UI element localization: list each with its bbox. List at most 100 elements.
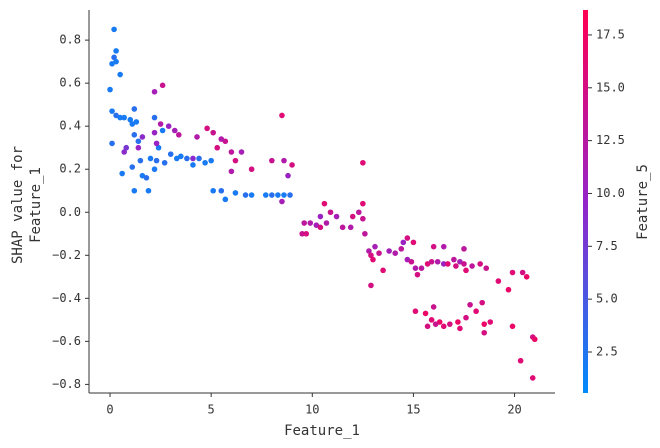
point xyxy=(242,192,249,198)
colorbar-tick-label: 2.5 xyxy=(596,344,618,358)
point xyxy=(356,209,362,216)
point xyxy=(157,121,164,127)
point xyxy=(386,248,392,254)
y-tick-label: −0.8 xyxy=(52,377,81,391)
point xyxy=(171,127,178,134)
point xyxy=(509,323,516,330)
y-axis-label: SHAP value for xyxy=(10,146,26,264)
point xyxy=(457,325,463,332)
point xyxy=(469,263,475,269)
point xyxy=(400,239,407,246)
point xyxy=(505,286,512,293)
point xyxy=(196,155,202,162)
point xyxy=(176,131,182,138)
colorbar-tick-label: 15.0 xyxy=(596,80,625,94)
point xyxy=(285,172,291,179)
y-axis-label-group: SHAP value for Feature_1 xyxy=(10,146,44,264)
point xyxy=(412,308,419,315)
point xyxy=(447,321,453,327)
point xyxy=(279,198,285,205)
point xyxy=(463,314,469,321)
point xyxy=(428,258,435,265)
point xyxy=(204,125,210,132)
point xyxy=(303,230,310,237)
point xyxy=(109,140,115,147)
point xyxy=(517,357,524,364)
point xyxy=(107,86,113,93)
point xyxy=(121,114,127,121)
point xyxy=(279,112,285,119)
point xyxy=(428,317,435,323)
point xyxy=(151,114,158,121)
point xyxy=(127,116,134,123)
point xyxy=(360,200,366,207)
colorbar-label: Feature_5 xyxy=(635,164,651,240)
point xyxy=(210,129,216,136)
point xyxy=(129,164,136,170)
point xyxy=(208,157,214,164)
point xyxy=(531,336,538,343)
point xyxy=(412,265,419,272)
point xyxy=(289,162,295,168)
point xyxy=(137,157,144,164)
y-tick-label: 0.6 xyxy=(59,76,81,90)
point xyxy=(190,155,196,162)
point xyxy=(232,190,239,196)
colorbar xyxy=(583,10,588,393)
point xyxy=(339,224,346,231)
y-tick-label: 0.4 xyxy=(59,119,81,133)
point xyxy=(481,321,488,327)
x-axis-label: Feature_1 xyxy=(284,423,360,439)
point xyxy=(218,136,225,142)
point xyxy=(327,209,334,216)
point xyxy=(519,269,526,276)
point xyxy=(509,269,516,276)
point xyxy=(153,140,160,147)
point xyxy=(232,157,239,164)
point xyxy=(143,175,150,181)
point xyxy=(228,168,235,175)
point xyxy=(414,271,421,278)
point xyxy=(410,239,417,246)
colorbar-label-group: Feature_5 xyxy=(635,164,651,240)
point xyxy=(473,308,479,315)
point xyxy=(317,224,324,231)
y-tick-label: 0.8 xyxy=(59,33,81,47)
colorbar-tick-label: 12.5 xyxy=(596,133,625,147)
point xyxy=(299,230,305,237)
point xyxy=(408,258,415,265)
point xyxy=(461,246,467,252)
point xyxy=(430,304,437,310)
y-axis-label: Feature_1 xyxy=(28,167,44,243)
point xyxy=(307,220,314,226)
y-tick-label: −0.6 xyxy=(52,334,81,348)
point xyxy=(455,319,461,325)
point xyxy=(131,187,138,194)
point xyxy=(479,299,485,306)
x-tick-label: 5 xyxy=(208,403,215,417)
point xyxy=(370,256,376,263)
point xyxy=(424,323,431,330)
point xyxy=(117,71,123,78)
point xyxy=(317,213,324,220)
point xyxy=(495,278,502,284)
point xyxy=(131,131,138,138)
colorbar-tick-label: 7.5 xyxy=(596,239,618,253)
point xyxy=(262,192,269,198)
point xyxy=(194,134,200,140)
point xyxy=(418,265,425,272)
point xyxy=(119,170,125,177)
point xyxy=(139,134,146,140)
point xyxy=(422,310,429,317)
point xyxy=(269,157,275,164)
point xyxy=(210,187,216,194)
point xyxy=(463,267,469,274)
point xyxy=(167,151,174,157)
x-tick-label: 15 xyxy=(406,403,420,417)
point xyxy=(109,108,115,114)
point xyxy=(222,196,229,203)
point xyxy=(135,144,142,151)
point xyxy=(481,329,488,336)
point xyxy=(398,246,405,252)
